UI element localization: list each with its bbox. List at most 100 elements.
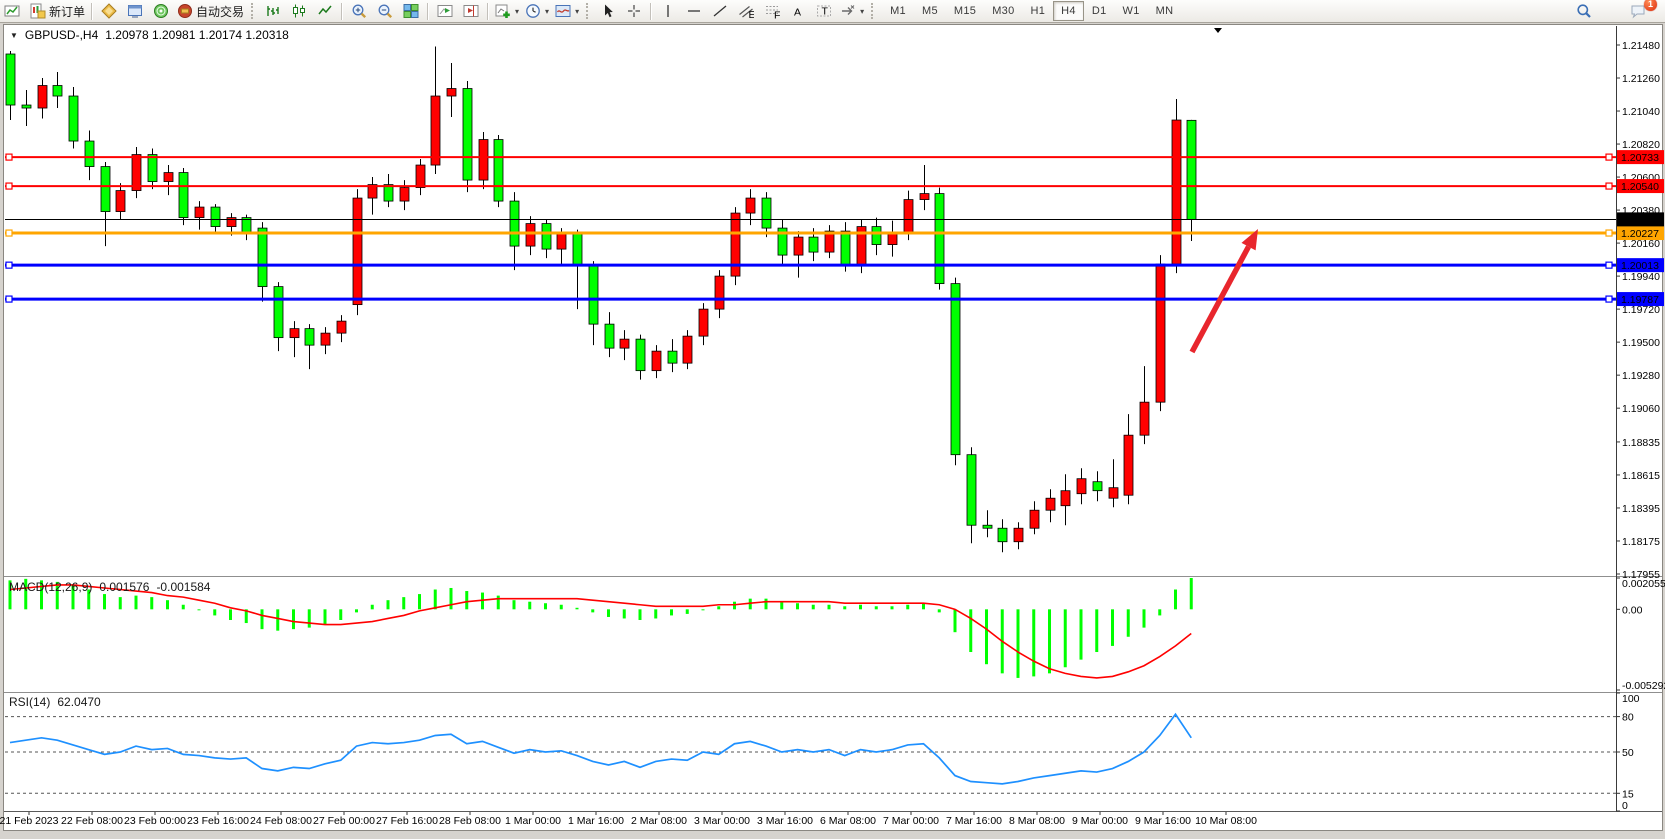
new-chart-button[interactable]: ▾ <box>492 0 522 22</box>
macd-pane <box>8 578 1193 679</box>
chart-menu-arrow-icon[interactable]: ▼ <box>10 30 18 40</box>
dropdown-arrow-icon[interactable]: ▾ <box>545 6 550 16</box>
line-chart-button[interactable] <box>312 0 338 22</box>
zoom-in-button[interactable] <box>346 0 372 22</box>
line-handle[interactable] <box>1605 295 1613 303</box>
tile-windows-button[interactable] <box>398 0 424 22</box>
price-tick-label: 1.20160 <box>1622 238 1660 250</box>
toolbar-grip[interactable] <box>871 3 876 19</box>
macd-histogram-bar <box>449 587 453 610</box>
macd-histogram-bar <box>544 603 547 610</box>
macd-histogram-bar <box>701 609 705 611</box>
timeframe-h1-button[interactable]: H1 <box>1030 5 1046 17</box>
line-handle[interactable] <box>5 229 13 237</box>
macd-histogram-bar <box>465 591 469 610</box>
cursor-button[interactable] <box>595 0 621 22</box>
text-button[interactable]: A <box>785 0 811 22</box>
price-axis[interactable]: 1.214801.212601.210401.208201.206001.203… <box>1616 40 1665 812</box>
macd-histogram-bar <box>1174 589 1177 610</box>
macd-histogram-bar <box>622 609 626 619</box>
auto-scroll-button[interactable] <box>432 0 458 22</box>
bar-chart-button[interactable] <box>260 0 286 22</box>
time-axis[interactable]: 21 Feb 2023 22 Feb 08:00 23 Feb 00:00 23 Fe… <box>0 812 1257 827</box>
candle-down <box>100 166 111 212</box>
navigator-button[interactable] <box>148 0 174 22</box>
timeframe-m30-button[interactable]: M30 <box>992 5 1015 17</box>
text-label-button[interactable]: T <box>811 0 837 22</box>
toolbar-grip[interactable] <box>586 3 591 19</box>
candle-up <box>478 139 489 181</box>
chart-window-button[interactable] <box>1 0 27 22</box>
candle-down <box>982 524 993 529</box>
zoom-out-button[interactable] <box>372 0 398 22</box>
price-tick-label: 1.19060 <box>1622 403 1660 415</box>
line-handle[interactable] <box>5 153 13 161</box>
dropdown-arrow-icon[interactable]: ▾ <box>575 6 580 16</box>
rsi-axis-label: 80 <box>1622 712 1634 724</box>
candles-layer <box>5 46 1197 553</box>
line-handle[interactable] <box>5 182 13 190</box>
toolbar-grip[interactable] <box>251 3 256 19</box>
horizontal-line-button[interactable] <box>681 0 707 22</box>
shapes-button[interactable]: ▾ <box>837 0 867 22</box>
shift-marker-icon[interactable] <box>1214 28 1222 33</box>
profiles-button[interactable]: ▾ <box>522 0 552 22</box>
price-tick-label: 1.20820 <box>1622 139 1660 151</box>
fibonacci-button[interactable]: F <box>759 0 785 22</box>
timeframe-m1-button[interactable]: M1 <box>890 5 906 17</box>
rsi-pane <box>5 712 1616 794</box>
macd-histogram-bar <box>575 607 579 610</box>
chart-shift-button[interactable] <box>458 0 484 22</box>
channel-button[interactable]: E <box>733 0 759 22</box>
package-button[interactable] <box>96 0 122 22</box>
notifications-button[interactable]: 1 <box>1625 0 1657 22</box>
new-order-button-label: 新订单 <box>49 4 86 19</box>
search-button[interactable] <box>1571 0 1597 22</box>
candle-up <box>399 187 410 202</box>
macd-histogram-bar <box>386 600 390 610</box>
market-watch-button[interactable] <box>122 0 148 22</box>
new-order-button[interactable]: 新订单 <box>27 0 88 22</box>
indicators-button[interactable]: ▾ <box>552 0 582 22</box>
rsi-line <box>9 712 1192 785</box>
line-handle[interactable] <box>5 295 13 303</box>
time-tick-label: 28 Feb 08:00 <box>439 815 501 827</box>
candle-down <box>462 88 473 181</box>
candle-down <box>178 172 189 218</box>
macd-histogram-bar <box>985 609 988 665</box>
arrow-head[interactable] <box>1241 229 1258 251</box>
quotes-icon <box>101 3 117 19</box>
autotrade-button[interactable]: 自动交易 <box>174 0 247 22</box>
timeframe-mn-button[interactable]: MN <box>1155 5 1174 17</box>
candle-down <box>635 338 646 372</box>
timeframe-w1-button[interactable]: W1 <box>1122 5 1140 17</box>
macd-histogram-bar <box>402 597 406 610</box>
candle-down <box>572 233 583 267</box>
arrow-shaft[interactable] <box>1189 245 1251 354</box>
chart-window[interactable] <box>3 24 1663 831</box>
line-handle[interactable] <box>1605 153 1613 161</box>
line-handle[interactable] <box>1605 229 1613 237</box>
arrow-annotation[interactable] <box>1189 229 1258 354</box>
crosshair-button[interactable] <box>621 0 647 22</box>
line-handle[interactable] <box>5 261 13 269</box>
dropdown-arrow-icon[interactable]: ▾ <box>515 6 520 16</box>
macd-histogram-bar <box>607 609 610 617</box>
macd-histogram-bar <box>118 597 122 610</box>
horizontal-lines[interactable] <box>5 153 1616 303</box>
timeframe-m15-button[interactable]: M15 <box>953 5 977 17</box>
rsi-axis-label: 15 <box>1622 788 1634 800</box>
candle-up <box>1155 263 1166 403</box>
trendline-button[interactable] <box>707 0 733 22</box>
line-handle[interactable] <box>1605 182 1613 190</box>
candle-down <box>840 230 851 267</box>
line-handle[interactable] <box>1605 261 1613 269</box>
rsi-axis-label: 50 <box>1622 747 1634 759</box>
timeframe-h4-button[interactable]: H4 <box>1053 1 1084 21</box>
timeframe-d1-button[interactable]: D1 <box>1091 5 1107 17</box>
dropdown-arrow-icon[interactable]: ▾ <box>860 6 865 16</box>
timeframe-m5-button[interactable]: M5 <box>921 5 938 17</box>
candlestick-button[interactable] <box>286 0 312 22</box>
vertical-line-button[interactable] <box>655 0 681 22</box>
